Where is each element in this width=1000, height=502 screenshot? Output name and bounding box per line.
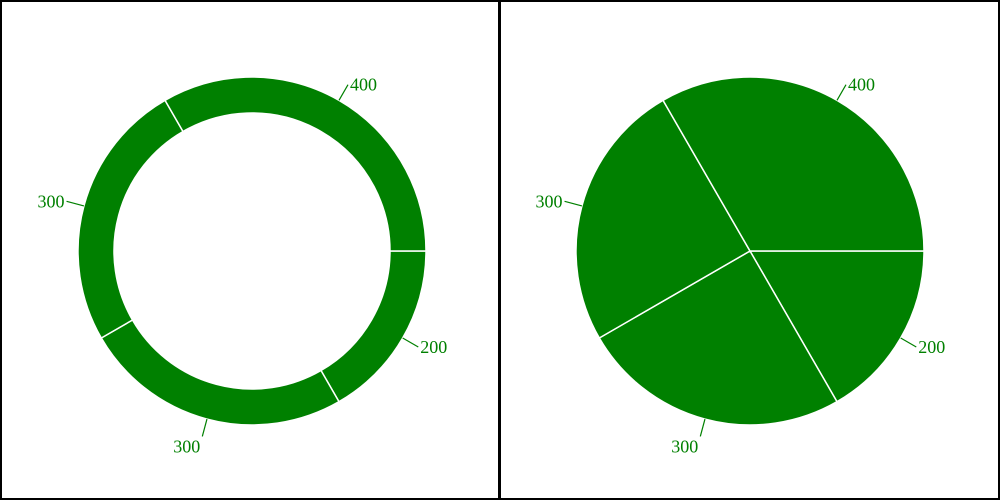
leader-line-3 — [338, 84, 349, 101]
leader-line-1 — [201, 418, 208, 437]
slice-label-3: 400 — [848, 75, 875, 95]
pie-slice-3 — [661, 76, 925, 252]
leader-line-2 — [66, 200, 85, 207]
slice-label-1: 300 — [173, 436, 200, 456]
donut-slice-3 — [163, 76, 427, 252]
leader-line-1 — [699, 418, 706, 437]
slice-label-2: 300 — [536, 191, 563, 211]
pie-slice-1 — [598, 249, 839, 426]
donut-chart-panel: 200 300 300 400 — [0, 0, 500, 500]
slice-label-1: 300 — [671, 436, 698, 456]
slice-label-0: 200 — [420, 337, 447, 357]
pie-chart-panel: 200 300 300 400 — [500, 0, 1000, 500]
pie-slice-0 — [748, 250, 925, 403]
donut-chart: 200 300 300 400 — [38, 75, 448, 457]
leader-line-0 — [900, 337, 917, 348]
pie-chart: 200 300 300 400 — [536, 75, 946, 457]
leader-line-2 — [564, 200, 583, 207]
donut-slice-0 — [319, 250, 427, 403]
slice-label-0: 200 — [918, 337, 945, 357]
slice-label-2: 300 — [38, 191, 65, 211]
donut-slice-2 — [77, 99, 185, 340]
slice-label-3: 400 — [350, 75, 377, 95]
leader-line-0 — [402, 337, 419, 348]
leader-line-3 — [836, 84, 847, 101]
pie-slice-2 — [575, 99, 752, 340]
panel-divider — [499, 0, 501, 500]
donut-slice-1 — [100, 318, 341, 426]
